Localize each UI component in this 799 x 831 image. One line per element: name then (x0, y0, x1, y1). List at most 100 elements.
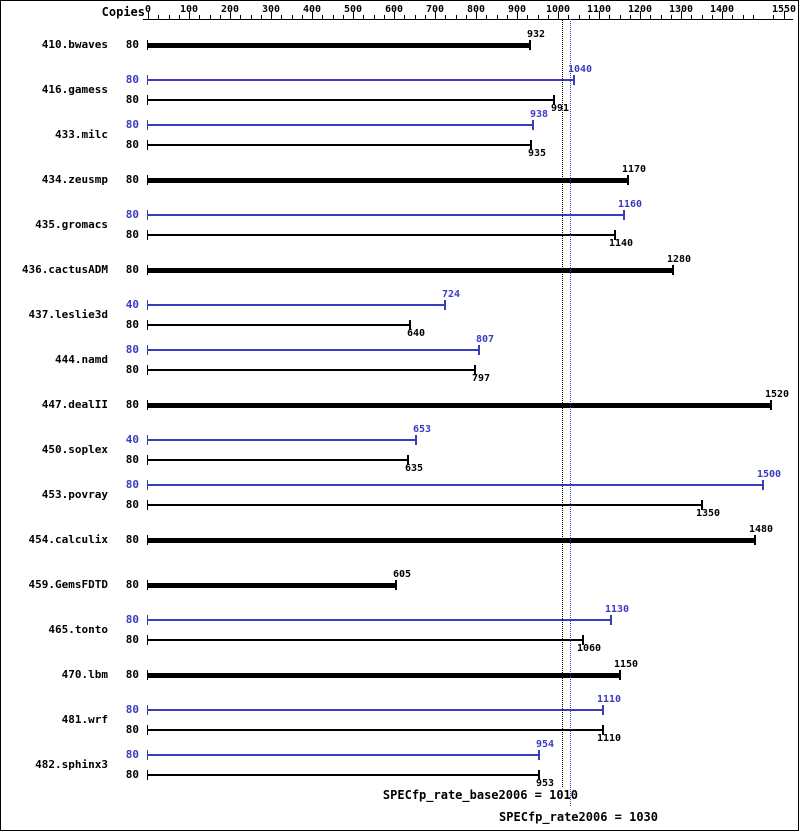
axis-major-tick (189, 11, 190, 19)
base-bar-end-tick (627, 175, 629, 185)
axis-minor-tick (743, 15, 744, 19)
base-result-label: SPECfp_rate_base2006 = 1010 (382, 788, 578, 802)
axis-tick-label: 400 (302, 4, 322, 15)
axis-minor-tick (404, 15, 405, 19)
peak-bar-value-label: 1130 (604, 604, 630, 615)
axis-tick-label: 200 (220, 4, 240, 15)
base-bar-end-tick (770, 400, 772, 410)
axis-major-tick (312, 11, 313, 19)
benchmark-label: 482.sphinx3 (35, 758, 108, 771)
base-bar (148, 268, 673, 273)
copies-label: 80 (125, 38, 139, 51)
base-bar-value-label: 640 (406, 328, 426, 339)
copies-label: 80 (125, 228, 139, 241)
copies-label: 80 (125, 723, 139, 736)
axis-tick-label: 1550 (771, 4, 797, 15)
base-bar (148, 774, 539, 776)
copies-label: 80 (125, 318, 139, 331)
base-bar (148, 504, 702, 506)
copies-label: 80 (125, 768, 139, 781)
axis-minor-tick (220, 15, 221, 19)
base-bar-start-tick (147, 770, 148, 780)
peak-bar (148, 349, 479, 351)
peak-bar (148, 79, 574, 81)
peak-bar (148, 619, 611, 621)
benchmark-label: 470.lbm (61, 668, 108, 681)
axis-tick-label: 1100 (586, 4, 612, 15)
base-bar-value-label: 1060 (576, 643, 602, 654)
peak-bar (148, 124, 533, 126)
peak-bar-value-label: 954 (535, 739, 555, 750)
benchmark-label: 437.leslie3d (28, 308, 108, 321)
copies-label: 80 (125, 118, 139, 131)
axis-major-tick (394, 11, 395, 19)
base-bar-start-tick (147, 265, 148, 275)
copies-label: 80 (125, 263, 139, 276)
base-bar-value-label: 1520 (764, 389, 790, 400)
base-bar-start-tick (147, 140, 148, 150)
copies-label: 80 (125, 453, 139, 466)
peak-bar-value-label: 1040 (567, 64, 593, 75)
benchmark-label: 450.soplex (41, 443, 108, 456)
benchmark-label: 436.cactusADM (21, 263, 108, 276)
axis-minor-tick (384, 15, 385, 19)
base-bar (148, 403, 771, 408)
axis-minor-tick (507, 15, 508, 19)
base-bar-start-tick (147, 635, 148, 645)
axis-minor-tick (702, 15, 703, 19)
axis-major-tick (517, 11, 518, 19)
base-bar (148, 639, 583, 641)
copies-label: 80 (125, 138, 139, 151)
axis-minor-tick (210, 15, 211, 19)
copies-label: 80 (125, 208, 139, 221)
axis-tick-label: 1200 (627, 4, 653, 15)
benchmark-label: 435.gromacs (35, 218, 108, 231)
axis-minor-tick (415, 15, 416, 19)
axis-major-tick (784, 11, 785, 19)
base-bar-end-tick (529, 40, 531, 50)
base-bar (148, 673, 620, 678)
axis-minor-tick (527, 15, 528, 19)
peak-bar-value-label: 807 (475, 334, 495, 345)
axis-line (143, 19, 793, 20)
axis-minor-tick (650, 15, 651, 19)
base-bar-value-label: 1150 (613, 659, 639, 670)
peak-bar-end-tick (602, 705, 604, 715)
axis-minor-tick (548, 15, 549, 19)
peak-result-label: SPECfp_rate2006 = 1030 (499, 810, 658, 824)
axis-tick-label: 500 (343, 4, 363, 15)
peak-bar-end-tick (610, 615, 612, 625)
axis-major-tick (558, 11, 559, 19)
axis-minor-tick (568, 15, 569, 19)
axis-tick-label: 100 (179, 4, 199, 15)
base-bar-end-tick (407, 455, 409, 465)
axis-minor-tick (661, 15, 662, 19)
axis-minor-tick (302, 15, 303, 19)
axis-major-tick (353, 11, 354, 19)
peak-bar-end-tick (415, 435, 417, 445)
base-bar-start-tick (147, 400, 148, 410)
axis-minor-tick (579, 15, 580, 19)
peak-bar-end-tick (444, 300, 446, 310)
base-bar-value-label: 932 (526, 29, 546, 40)
benchmark-label: 433.milc (55, 128, 108, 141)
peak-bar-start-tick (147, 210, 148, 220)
base-bar-end-tick (538, 770, 540, 780)
copies-label: 80 (125, 73, 139, 86)
axis-tick-label: 1000 (545, 4, 571, 15)
axis-minor-tick (261, 15, 262, 19)
base-bar (148, 178, 628, 183)
base-bar (148, 729, 603, 731)
axis-major-tick (722, 11, 723, 19)
base-bar-value-label: 1170 (621, 164, 647, 175)
peak-bar-end-tick (623, 210, 625, 220)
peak-bar-start-tick (147, 750, 148, 760)
base-bar (148, 583, 396, 588)
base-bar-value-label: 1280 (666, 254, 692, 265)
benchmark-label: 447.dealII (41, 398, 108, 411)
peak-bar-value-label: 1160 (617, 199, 643, 210)
peak-bar-end-tick (478, 345, 480, 355)
axis-tick-label: 700 (425, 4, 445, 15)
copies-label: 80 (125, 398, 139, 411)
reference-line-base (562, 19, 563, 787)
